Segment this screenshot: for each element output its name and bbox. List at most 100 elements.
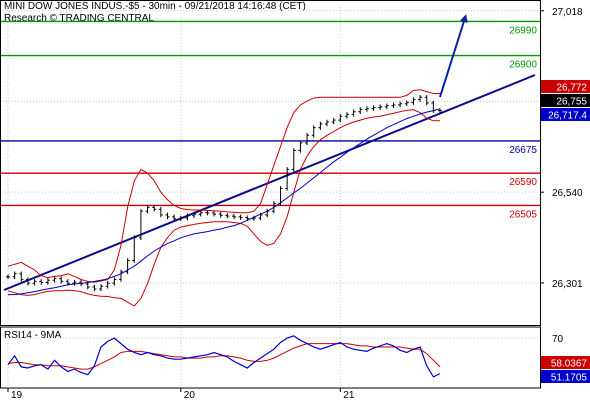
level-label-26990: 26990	[509, 25, 537, 36]
price-bar	[338, 114, 343, 123]
moving-average-line	[8, 108, 441, 296]
price-bar	[431, 100, 436, 113]
level-label-26505: 26505	[509, 209, 537, 220]
price-bar	[198, 210, 203, 217]
chart-subtitle: Research © TRADING CENTRAL	[4, 13, 154, 24]
price-badge: 26,755	[541, 94, 590, 108]
price-bar	[178, 215, 183, 222]
price-bar	[418, 95, 423, 102]
level-label-26590: 26590	[509, 177, 537, 188]
price-bar	[378, 104, 383, 110]
price-bar	[145, 205, 150, 214]
price-bar	[212, 210, 217, 217]
price-bar	[52, 276, 57, 283]
price-bar	[79, 279, 84, 287]
price-bar	[364, 106, 369, 112]
price-bar	[118, 269, 123, 282]
price-bar	[65, 279, 70, 286]
upper-bollinger-band	[7, 89, 440, 283]
price-bar	[424, 95, 429, 106]
price-bar	[271, 201, 276, 214]
price-bar	[265, 208, 270, 218]
price-bar	[205, 210, 210, 216]
x-tick-label: 20	[184, 390, 196, 400]
price-bar	[152, 205, 157, 212]
price-bar	[6, 274, 10, 280]
price-grid	[0, 7, 540, 388]
price-bar	[285, 167, 290, 191]
price-bar	[192, 211, 197, 218]
price-bar	[238, 214, 243, 220]
price-bar	[231, 213, 236, 220]
price-y-tick-label: 27,018	[552, 7, 583, 18]
price-bar	[404, 100, 409, 107]
price-bar	[305, 132, 310, 146]
price-bar	[158, 206, 163, 218]
price-bar	[245, 215, 250, 222]
price-bar	[218, 211, 223, 218]
price-bar	[258, 212, 263, 221]
price-badge: 26,772	[541, 80, 590, 94]
main-trend-line	[3, 74, 536, 291]
price-bar	[112, 277, 117, 286]
lower-bollinger-band	[7, 109, 440, 307]
rsi-panel-frame	[0, 326, 541, 389]
x-tick-label: 19	[11, 390, 23, 400]
price-panel-frame	[0, 0, 541, 326]
price-bar	[165, 212, 170, 220]
price-y-tick-label: 26,301	[552, 279, 583, 290]
price-bar	[344, 112, 349, 119]
price-bar	[99, 284, 104, 292]
price-bar	[85, 281, 90, 290]
svg-text:26,772: 26,772	[556, 83, 587, 94]
rsi-line	[7, 335, 441, 378]
svg-text:58.0367: 58.0367	[551, 359, 588, 370]
price-levels: 26990 26900 26675 26590 26505	[0, 20, 540, 220]
trend-lines	[3, 14, 536, 291]
price-bar	[12, 271, 17, 280]
price-badge: 26,717.4	[541, 108, 590, 122]
price-bar	[331, 117, 336, 125]
forecast-arrow	[439, 14, 468, 98]
price-bar	[318, 121, 323, 130]
level-label-26900: 26900	[509, 60, 537, 71]
price-bar	[19, 271, 24, 282]
price-bar	[172, 214, 177, 222]
price-bar	[251, 215, 256, 222]
svg-text:26,755: 26,755	[556, 97, 587, 108]
price-bar	[185, 213, 190, 221]
price-bar	[391, 102, 396, 108]
price-bar	[59, 276, 64, 284]
price-bar	[411, 97, 416, 105]
price-bar	[358, 107, 363, 115]
price-bar	[291, 148, 296, 172]
price-bar	[25, 277, 30, 286]
price-bar	[72, 279, 77, 286]
price-bar	[311, 125, 316, 138]
price-bar	[371, 105, 376, 111]
price-bar	[225, 213, 230, 219]
price-bar	[278, 186, 283, 206]
price-y-tick-label: 26,540	[552, 188, 583, 199]
price-bar	[105, 280, 110, 289]
price-bar	[325, 119, 330, 127]
svg-text:26,717.4: 26,717.4	[548, 111, 587, 122]
price-bar	[398, 101, 403, 108]
price-bar	[125, 258, 130, 275]
price-bar	[384, 103, 389, 110]
x-tick-label: 21	[343, 390, 355, 400]
price-bar	[298, 140, 303, 153]
rsi-y-tick-label: 70	[552, 334, 564, 345]
rsi-badge: 51.1705	[541, 370, 590, 384]
price-bar	[351, 109, 356, 117]
price-bar	[132, 235, 137, 263]
price-series	[6, 89, 442, 307]
rsi-title: RSI14 - 9MA	[4, 330, 62, 341]
price-bar	[438, 108, 442, 113]
svg-text:51.1705: 51.1705	[551, 373, 588, 384]
price-bar	[92, 284, 97, 292]
level-label-26675: 26675	[509, 145, 537, 156]
rsi-badge: 58.0367	[541, 356, 590, 370]
rsi-panel: RSI14 - 9MA 70	[0, 330, 564, 378]
